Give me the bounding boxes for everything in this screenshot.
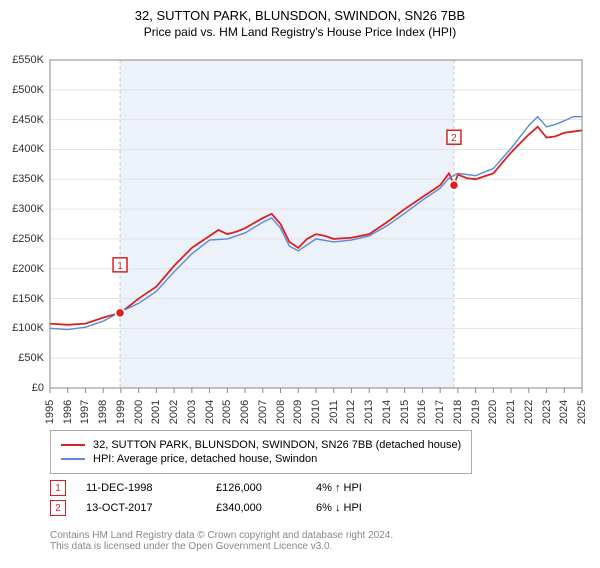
legend-label: 32, SUTTON PARK, BLUNSDON, SWINDON, SN26…: [93, 439, 461, 451]
xtick-label: 2006: [239, 400, 251, 424]
xtick-label: 2021: [505, 400, 517, 424]
xtick-label: 2010: [310, 400, 322, 424]
footer-line-1: Contains HM Land Registry data © Crown c…: [50, 530, 393, 541]
xtick-label: 1998: [97, 400, 109, 424]
plot-svg: 12: [50, 60, 582, 388]
legend-row: 32, SUTTON PARK, BLUNSDON, SWINDON, SN26…: [61, 439, 461, 451]
sale-cell: £340,000: [216, 502, 316, 514]
legend-swatch: [61, 458, 85, 460]
ytick-label: £0: [32, 382, 44, 394]
xtick-label: 1997: [79, 400, 91, 424]
footer-attribution: Contains HM Land Registry data © Crown c…: [50, 530, 393, 552]
xtick-label: 2008: [275, 400, 287, 424]
ytick-label: £300K: [12, 203, 44, 215]
sale-cell: 4% ↑ HPI: [316, 482, 396, 494]
legend-box: 32, SUTTON PARK, BLUNSDON, SWINDON, SN26…: [50, 430, 472, 474]
ytick-label: £550K: [12, 54, 44, 66]
ytick-label: £200K: [12, 263, 44, 275]
xtick-label: 2001: [150, 400, 162, 424]
xtick-label: 2002: [168, 400, 180, 424]
xtick-label: 2022: [523, 400, 535, 424]
legend-row: HPI: Average price, detached house, Swin…: [61, 453, 461, 465]
sale-marker: 1: [50, 480, 66, 496]
svg-text:1: 1: [117, 261, 123, 272]
xtick-label: 2003: [186, 400, 198, 424]
ytick-label: £250K: [12, 233, 44, 245]
xtick-label: 2016: [416, 400, 428, 424]
ytick-label: £350K: [12, 173, 44, 185]
xtick-label: 2012: [345, 400, 357, 424]
xtick-label: 2015: [399, 400, 411, 424]
sale-cell: 11-DEC-1998: [86, 482, 216, 494]
xtick-label: 2014: [381, 400, 393, 424]
chart-subtitle: Price paid vs. HM Land Registry's House …: [0, 25, 600, 39]
sale-row: 1 11-DEC-1998£126,0004% ↑ HPI: [50, 480, 396, 496]
xtick-label: 2018: [452, 400, 464, 424]
xtick-label: 1996: [62, 400, 74, 424]
ytick-label: £150K: [12, 293, 44, 305]
legend-swatch: [61, 444, 85, 446]
xtick-label: 2013: [363, 400, 375, 424]
xtick-label: 2004: [204, 400, 216, 424]
xtick-label: 2009: [292, 400, 304, 424]
legend-label: HPI: Average price, detached house, Swin…: [93, 453, 317, 465]
ytick-label: £450K: [12, 114, 44, 126]
ytick-label: £500K: [12, 84, 44, 96]
ytick-label: £100K: [12, 322, 44, 334]
ytick-label: £400K: [12, 143, 44, 155]
sale-cell: 6% ↓ HPI: [316, 502, 396, 514]
xtick-label: 2019: [470, 400, 482, 424]
chart-title: 32, SUTTON PARK, BLUNSDON, SWINDON, SN26…: [0, 8, 600, 23]
xtick-label: 2005: [221, 400, 233, 424]
xtick-label: 1999: [115, 400, 127, 424]
ytick-label: £50K: [18, 352, 44, 364]
xtick-label: 2007: [257, 400, 269, 424]
sales-table: 1 11-DEC-1998£126,0004% ↑ HPI 2 13-OCT-2017…: [50, 476, 396, 520]
sale-cell: 13-OCT-2017: [86, 502, 216, 514]
sale-cell: £126,000: [216, 482, 316, 494]
xtick-label: 1995: [44, 400, 56, 424]
xtick-label: 2023: [541, 400, 553, 424]
xtick-label: 2011: [328, 400, 340, 424]
xtick-label: 2017: [434, 400, 446, 424]
sale-row: 2 13-OCT-2017£340,0006% ↓ HPI: [50, 500, 396, 516]
footer-line-2: This data is licensed under the Open Gov…: [50, 541, 393, 552]
xtick-label: 2000: [133, 400, 145, 424]
sale-marker: 2: [50, 500, 66, 516]
xtick-label: 2025: [576, 400, 588, 424]
xtick-label: 2024: [558, 400, 570, 424]
chart-container: 32, SUTTON PARK, BLUNSDON, SWINDON, SN26…: [0, 8, 600, 568]
xtick-label: 2020: [487, 400, 499, 424]
svg-text:2: 2: [451, 133, 457, 144]
plot-area: 12 £0£50K£100K£150K£200K£250K£300K£350K£…: [50, 60, 582, 388]
